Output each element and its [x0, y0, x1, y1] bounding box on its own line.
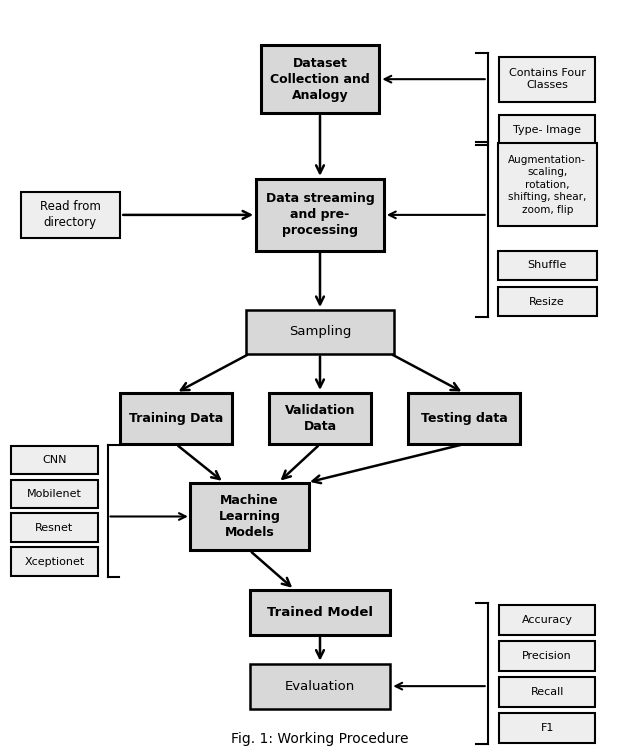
Bar: [499, 677, 595, 707]
Text: Type- Image: Type- Image: [513, 124, 581, 135]
Bar: [12, 446, 98, 474]
Bar: [408, 393, 520, 444]
Bar: [250, 590, 390, 635]
Text: Augmentation-
scaling,
rotation,
shifting, shear,
zoom, flip: Augmentation- scaling, rotation, shiftin…: [508, 155, 586, 215]
Text: Fig. 1: Working Procedure: Fig. 1: Working Procedure: [231, 732, 409, 746]
Bar: [120, 393, 232, 444]
Text: Dataset
Collection and
Analogy: Dataset Collection and Analogy: [270, 57, 370, 102]
Bar: [498, 251, 596, 280]
Text: Resnet: Resnet: [35, 523, 74, 533]
Text: Xceptionet: Xceptionet: [24, 556, 84, 567]
Text: Contains Four
Classes: Contains Four Classes: [509, 68, 586, 90]
Bar: [499, 713, 595, 743]
Text: Data streaming
and pre-
processing: Data streaming and pre- processing: [266, 192, 374, 238]
Bar: [12, 480, 98, 508]
Bar: [261, 45, 379, 113]
Bar: [12, 513, 98, 542]
Text: Evaluation: Evaluation: [285, 679, 355, 693]
Bar: [498, 143, 596, 226]
Bar: [250, 664, 390, 709]
Text: Recall: Recall: [531, 687, 564, 697]
Bar: [20, 192, 120, 238]
Text: Trained Model: Trained Model: [267, 605, 373, 619]
Text: Testing data: Testing data: [420, 412, 508, 425]
Bar: [499, 57, 595, 102]
Bar: [499, 605, 595, 635]
Text: Machine
Learning
Models: Machine Learning Models: [219, 494, 280, 539]
Text: Read from
directory: Read from directory: [40, 201, 101, 229]
Text: Shuffle: Shuffle: [527, 260, 567, 271]
Bar: [499, 641, 595, 671]
Text: Training Data: Training Data: [129, 412, 223, 425]
Bar: [269, 393, 371, 444]
Text: Accuracy: Accuracy: [522, 615, 573, 625]
Text: Validation
Data: Validation Data: [285, 404, 355, 433]
Bar: [246, 310, 394, 354]
Bar: [12, 547, 98, 576]
Text: CNN: CNN: [42, 455, 67, 465]
Text: Precision: Precision: [522, 651, 572, 661]
Bar: [499, 115, 595, 145]
Text: Mobilenet: Mobilenet: [27, 489, 82, 499]
Bar: [191, 483, 308, 550]
Bar: [256, 179, 384, 251]
Text: Sampling: Sampling: [289, 325, 351, 339]
Text: F1: F1: [541, 723, 554, 734]
Text: Resize: Resize: [529, 296, 565, 307]
Bar: [498, 287, 596, 316]
